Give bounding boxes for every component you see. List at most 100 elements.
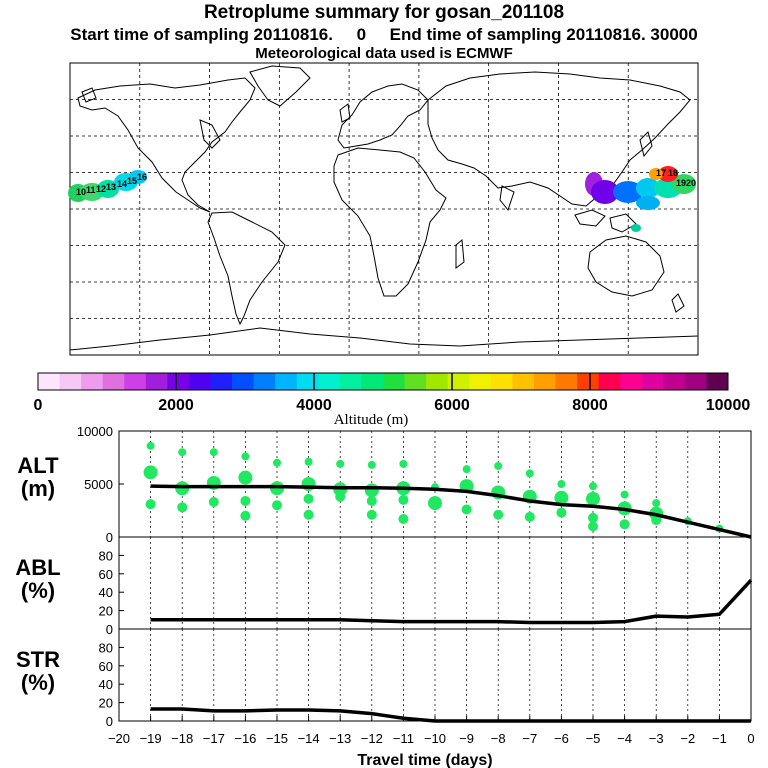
plume-day-label: 10 bbox=[76, 187, 86, 197]
colorbar-swatch bbox=[512, 373, 535, 390]
colorbar-swatch bbox=[210, 373, 233, 390]
altitude-cluster-point bbox=[143, 465, 158, 480]
x-tick-label: −6 bbox=[554, 731, 569, 746]
altitude-cluster-point bbox=[364, 483, 379, 498]
x-tick-label: −9 bbox=[459, 731, 474, 746]
colorbar-swatch bbox=[533, 373, 556, 390]
colorbar-swatch bbox=[426, 373, 449, 390]
colorbar-swatch bbox=[81, 373, 104, 390]
plume-day-label: 19 bbox=[676, 178, 686, 188]
altitude-cluster-point bbox=[335, 491, 346, 502]
plume-day-label: 13 bbox=[106, 182, 116, 192]
panel-alt: 0 5000 10000 ALT(m) bbox=[17, 424, 752, 545]
y-tick-label: 10000 bbox=[77, 424, 113, 439]
altitude-cluster-point bbox=[651, 515, 662, 526]
altitude-cluster-point bbox=[178, 448, 187, 457]
altitude-cluster-point bbox=[272, 500, 282, 511]
x-tick-label: −16 bbox=[234, 731, 256, 746]
colorbar-swatch bbox=[598, 373, 621, 390]
colorbar-swatch bbox=[145, 373, 168, 390]
colorbar-label: Altitude (m) bbox=[334, 412, 409, 428]
x-tick-label: −15 bbox=[266, 731, 288, 746]
altitude-cluster-point bbox=[652, 499, 661, 508]
colorbar-tick-label: 4000 bbox=[296, 397, 332, 414]
altitude-cluster-point bbox=[586, 491, 600, 506]
plume-blob bbox=[97, 180, 119, 198]
altitude-cluster-point bbox=[241, 452, 250, 461]
colorbar-swatch bbox=[641, 373, 664, 390]
x-tick-label: −3 bbox=[649, 731, 664, 746]
altitude-cluster-point bbox=[494, 461, 503, 470]
colorbar-swatch bbox=[124, 373, 147, 390]
x-tick-label: −4 bbox=[617, 731, 632, 746]
y-tick-label: 0 bbox=[106, 622, 113, 637]
x-tick-label: −5 bbox=[586, 731, 601, 746]
plume-trace-east bbox=[585, 166, 696, 232]
x-tick-label: −18 bbox=[171, 731, 193, 746]
colorbar-swatch bbox=[188, 373, 211, 390]
y-axis-label: (%) bbox=[21, 578, 55, 603]
altitude-cluster-point bbox=[240, 495, 251, 506]
altitude-cluster-point bbox=[461, 504, 472, 515]
plume-day-label: 14 bbox=[117, 179, 127, 189]
colorbar-swatch bbox=[102, 373, 125, 390]
plume-trace-west bbox=[68, 170, 147, 202]
colorbar-tick-label: 8000 bbox=[572, 397, 608, 414]
colorbar-tick-label: 10000 bbox=[706, 397, 751, 414]
colorbar-swatch bbox=[361, 373, 384, 390]
plume-day-label: 18 bbox=[668, 168, 678, 178]
altitude-cluster-point bbox=[208, 497, 219, 508]
plume-day-label: 17 bbox=[656, 168, 666, 178]
altitude-cluster-point bbox=[367, 460, 376, 469]
colorbar-swatch bbox=[167, 373, 190, 390]
altitude-cluster-point bbox=[209, 448, 218, 457]
colorbar-swatch bbox=[38, 373, 61, 390]
colorbar-swatch bbox=[383, 373, 406, 390]
colorbar-swatch bbox=[706, 373, 729, 390]
colorbar-swatch bbox=[469, 373, 492, 390]
y-tick-label: 60 bbox=[99, 567, 113, 582]
time-series-panels: 0500010000ALT(m)020406080ABL(%)020406080… bbox=[15, 424, 754, 768]
altitude-cluster-point bbox=[428, 496, 442, 511]
colorbar-swatch bbox=[296, 373, 319, 390]
x-tick-label: −1 bbox=[712, 731, 727, 746]
colorbar-swatch bbox=[232, 373, 255, 390]
colorbar-swatch bbox=[555, 373, 578, 390]
altitude-cluster-point bbox=[366, 495, 377, 506]
altitude-cluster-point bbox=[588, 521, 598, 532]
colorbar-swatch bbox=[339, 373, 362, 390]
plume-blob bbox=[631, 224, 641, 232]
x-tick-label: −13 bbox=[329, 731, 351, 746]
altitude-cluster-point bbox=[556, 507, 567, 518]
y-tick-label: 0 bbox=[106, 714, 113, 729]
altitude-cluster-point bbox=[146, 441, 155, 450]
altitude-colorbar: 0 2000 4000 6000 8000 10000 Altitude (m) bbox=[34, 372, 751, 428]
y-tick-label: 60 bbox=[99, 659, 113, 674]
colorbar-swatch bbox=[490, 373, 513, 390]
x-tick-label: −8 bbox=[491, 731, 506, 746]
x-tick-label: −2 bbox=[680, 731, 695, 746]
x-tick-label: 0 bbox=[747, 731, 754, 746]
altitude-cluster-point bbox=[525, 469, 534, 478]
altitude-cluster-point bbox=[238, 470, 253, 485]
altitude-cluster-point bbox=[588, 512, 598, 523]
series-line-alt bbox=[150, 484, 752, 539]
x-tick-label: −12 bbox=[361, 731, 383, 746]
y-tick-label: 40 bbox=[99, 677, 113, 692]
colorbar-swatch bbox=[684, 373, 707, 390]
altitude-cluster-point bbox=[303, 509, 314, 520]
altitude-cluster-point bbox=[366, 509, 377, 520]
colorbar-swatch bbox=[318, 373, 341, 390]
altitude-cluster-point bbox=[399, 459, 408, 468]
plume-blob bbox=[649, 168, 663, 180]
series-line-str bbox=[150, 707, 751, 723]
y-tick-label: 0 bbox=[106, 530, 113, 545]
plume-day-label: 20 bbox=[686, 178, 696, 188]
sampling-time-line: Start time of sampling 20110816. 0 End t… bbox=[70, 25, 698, 44]
altitude-cluster-point bbox=[273, 458, 281, 467]
y-tick-label: 80 bbox=[99, 640, 113, 655]
altitude-cluster-point bbox=[620, 490, 629, 499]
